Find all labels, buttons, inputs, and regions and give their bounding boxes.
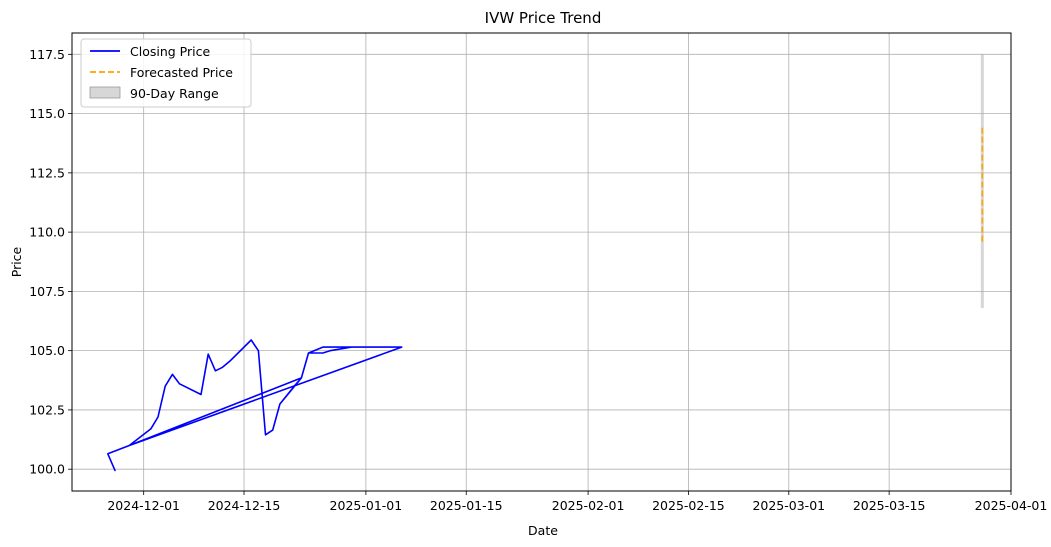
x-tick-label: 2024-12-01	[107, 498, 180, 513]
x-tick-label: 2025-03-15	[853, 498, 926, 513]
x-tick-label: 2025-01-15	[430, 498, 503, 513]
x-tick-label: 2024-12-15	[208, 498, 281, 513]
x-tick-label: 2025-03-01	[752, 498, 825, 513]
x-tick-label: 2025-01-01	[330, 498, 403, 513]
y-tick-label: 110.0	[29, 225, 65, 240]
legend-label-closing: Closing Price	[130, 44, 210, 59]
legend-swatch-range	[89, 86, 121, 99]
y-axis-ticks: 100.0 102.5 105.0 107.5 110.0 112.5 115.0 117.5	[29, 47, 72, 477]
x-axis-label: Date	[528, 523, 558, 538]
legend: Closing Price Forecasted Price 90-Day Ra…	[80, 38, 252, 108]
series-layer	[107, 127, 984, 472]
y-axis-label: Price	[9, 246, 24, 277]
x-axis-ticks: 2024-12-01 2024-12-15 2025-01-01 2025-01-15…	[107, 491, 1047, 513]
y-tick-label: 102.5	[29, 402, 65, 417]
x-tick-label: 2025-02-15	[652, 498, 725, 513]
y-tick-label: 117.5	[29, 47, 65, 62]
y-tick-label: 115.0	[29, 106, 65, 121]
chart-title: IVW Price Trend	[485, 9, 602, 27]
legend-label-range: 90-Day Range	[130, 86, 219, 101]
legend-box	[80, 38, 252, 108]
x-tick-label: 2025-02-01	[552, 498, 625, 513]
y-tick-label: 107.5	[29, 284, 65, 299]
y-tick-label: 112.5	[29, 165, 65, 180]
range-band	[980, 54, 984, 308]
y-tick-label: 100.0	[29, 462, 65, 477]
x-tick-label: 2025-04-01	[975, 498, 1048, 513]
range-band-layer	[980, 54, 984, 308]
legend-label-forecast: Forecasted Price	[130, 65, 233, 80]
y-tick-label: 105.0	[29, 343, 65, 358]
closing-price-line	[107, 339, 403, 472]
plot-frame	[71, 32, 1012, 492]
